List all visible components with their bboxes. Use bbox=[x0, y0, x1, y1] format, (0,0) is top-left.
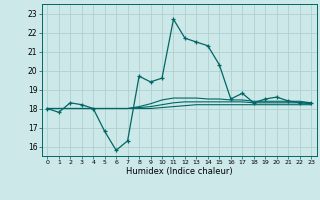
X-axis label: Humidex (Indice chaleur): Humidex (Indice chaleur) bbox=[126, 167, 233, 176]
